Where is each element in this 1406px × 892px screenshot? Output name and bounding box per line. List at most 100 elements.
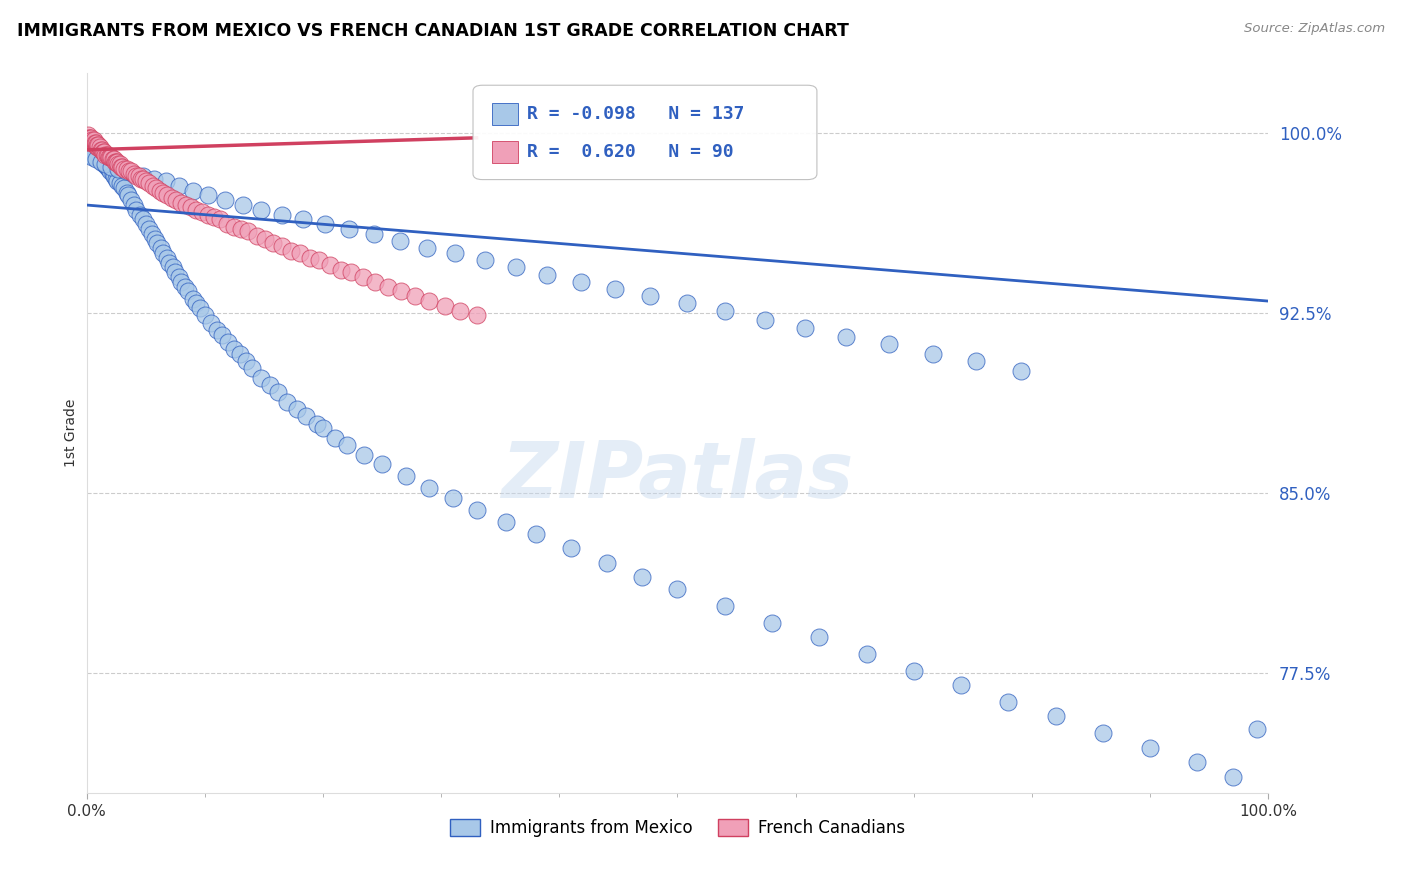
Point [120, 164, 142, 178]
Point [312, 421, 335, 435]
Point [83, 136, 105, 150]
Point [103, 153, 125, 167]
Point [231, 222, 253, 236]
Point [101, 153, 124, 167]
Point [146, 236, 169, 251]
Point [79, 133, 101, 147]
Point [94, 157, 117, 171]
Point [132, 171, 155, 186]
Point [404, 289, 426, 303]
Point [250, 371, 273, 385]
Point [270, 208, 292, 222]
Point [314, 217, 336, 231]
Point [167, 178, 190, 193]
Point [640, 289, 662, 303]
FancyBboxPatch shape [472, 86, 817, 179]
Point [82, 136, 104, 150]
Point [105, 154, 128, 169]
Point [444, 246, 467, 260]
Y-axis label: 1st Grade: 1st Grade [65, 399, 79, 467]
Point [173, 279, 195, 293]
Point [950, 678, 973, 692]
Point [83, 138, 105, 153]
Point [186, 296, 208, 310]
Legend: Immigrants from Mexico, French Canadians: Immigrants from Mexico, French Canadians [443, 813, 911, 844]
Point [418, 294, 440, 309]
Point [82, 143, 104, 157]
Point [903, 664, 925, 678]
Point [465, 309, 488, 323]
Text: R = -0.098   N = 137: R = -0.098 N = 137 [527, 105, 745, 123]
Point [84, 136, 107, 150]
Point [142, 171, 165, 186]
Point [170, 275, 193, 289]
Point [1246, 722, 1268, 736]
Point [111, 160, 134, 174]
Point [114, 164, 136, 178]
Point [202, 210, 225, 224]
Point [98, 164, 121, 178]
Point [115, 161, 138, 176]
Point [122, 167, 145, 181]
Point [132, 212, 155, 227]
Point [666, 582, 689, 597]
Point [177, 285, 200, 299]
Point [135, 174, 157, 188]
Point [364, 275, 387, 289]
Point [921, 347, 943, 361]
Point [141, 227, 163, 241]
Point [167, 270, 190, 285]
Point [98, 150, 121, 164]
Point [224, 219, 246, 234]
Point [145, 181, 167, 195]
Point [388, 234, 411, 248]
Point [77, 140, 100, 154]
Point [152, 246, 174, 260]
Point [323, 431, 346, 445]
Text: R =  0.620   N = 90: R = 0.620 N = 90 [527, 144, 734, 161]
Point [103, 169, 125, 184]
Point [631, 570, 654, 584]
Point [97, 147, 120, 161]
Point [371, 458, 394, 472]
Point [246, 229, 269, 244]
Point [285, 402, 308, 417]
Point [77, 130, 100, 145]
Point [89, 140, 111, 154]
Point [156, 188, 179, 202]
Point [86, 138, 108, 153]
Point [416, 241, 439, 255]
Point [152, 186, 174, 200]
Point [128, 208, 150, 222]
Point [93, 145, 115, 160]
Point [536, 268, 558, 282]
Point [449, 303, 471, 318]
Point [965, 354, 987, 368]
Point [170, 195, 193, 210]
Point [808, 630, 831, 644]
Point [149, 184, 172, 198]
Point [86, 140, 108, 154]
Point [118, 164, 141, 178]
Text: IMMIGRANTS FROM MEXICO VS FRENCH CANADIAN 1ST GRADE CORRELATION CHART: IMMIGRANTS FROM MEXICO VS FRENCH CANADIA… [17, 22, 849, 40]
Point [156, 251, 179, 265]
Point [93, 157, 115, 171]
Point [181, 292, 204, 306]
Point [337, 222, 360, 236]
Point [217, 217, 239, 231]
Point [569, 275, 592, 289]
Point [142, 178, 165, 193]
Point [997, 695, 1019, 709]
Point [224, 342, 246, 356]
Point [441, 491, 464, 505]
Point [270, 239, 292, 253]
Point [353, 448, 375, 462]
Point [165, 265, 187, 279]
Point [250, 202, 273, 217]
Point [96, 147, 118, 161]
Point [84, 138, 107, 153]
Point [132, 169, 155, 184]
Point [84, 153, 107, 167]
Point [377, 279, 399, 293]
Point [794, 320, 817, 334]
